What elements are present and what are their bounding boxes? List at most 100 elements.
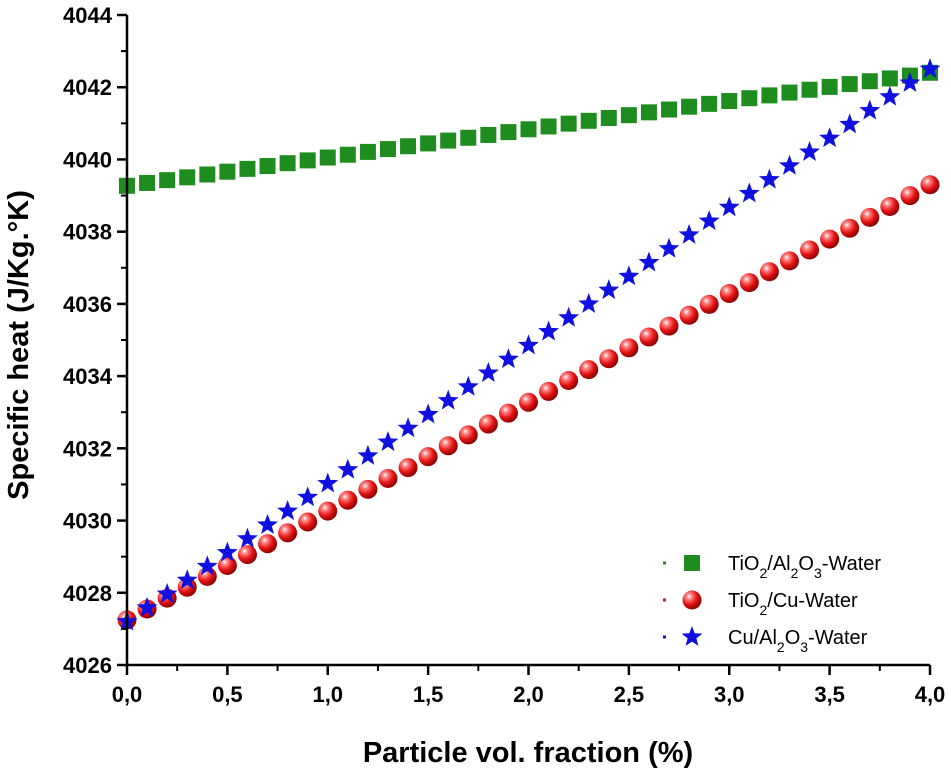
data-point — [738, 182, 760, 203]
data-point — [319, 149, 336, 166]
data-point — [397, 417, 419, 438]
y-tick-label: 4042 — [63, 75, 112, 100]
data-point — [477, 362, 499, 382]
legend-line-dot — [663, 635, 666, 639]
data-point — [779, 154, 800, 175]
data-point — [438, 436, 458, 456]
series-square — [119, 64, 938, 194]
data-point — [920, 175, 940, 195]
data-point — [400, 138, 417, 155]
data-point — [279, 155, 296, 172]
data-point — [558, 306, 580, 327]
data-point — [457, 375, 479, 396]
data-point — [338, 490, 358, 510]
legend-line-dot — [663, 598, 666, 602]
data-point — [759, 262, 779, 282]
series-sphere — [117, 175, 940, 630]
data-point — [820, 229, 840, 249]
data-point — [681, 98, 698, 115]
data-point — [540, 118, 557, 135]
series-star — [116, 58, 941, 631]
data-point — [358, 479, 378, 499]
data-point — [239, 160, 256, 177]
data-point — [337, 458, 359, 479]
x-tick-label: 3,0 — [714, 682, 745, 707]
data-point — [678, 223, 700, 244]
data-point — [781, 84, 798, 101]
data-point — [539, 381, 559, 401]
y-tick-label: 4026 — [63, 653, 112, 678]
axes: 0,0 0,5 1,0 1,5 2,0 2,5 3,0 3,5 4,0 4026 4028 4030 4… — [63, 3, 945, 707]
data-point — [659, 316, 679, 336]
data-point — [417, 403, 439, 424]
legend-marker-sphere — [682, 590, 702, 610]
data-point — [258, 534, 278, 554]
data-point — [719, 284, 739, 304]
data-point — [860, 207, 880, 227]
legend-item: TiO2/Cu-Water — [663, 590, 858, 618]
data-point — [701, 95, 718, 112]
data-point — [761, 87, 778, 104]
data-point — [299, 152, 316, 169]
data-point — [679, 305, 699, 325]
data-point — [699, 294, 719, 314]
data-point — [176, 569, 198, 590]
data-point — [819, 127, 841, 148]
data-point — [199, 166, 216, 183]
data-point — [196, 555, 218, 576]
legend-marker-square — [684, 555, 700, 571]
y-tick-label: 4030 — [63, 509, 112, 534]
x-tick-label: 2,0 — [513, 682, 544, 707]
legend-line-dot — [663, 561, 666, 565]
data-point — [899, 71, 921, 92]
x-tick-label: 2,5 — [614, 682, 645, 707]
data-point — [840, 218, 860, 238]
legend: TiO2/Al2O3-Water TiO2/Cu-Water Cu/Al2O3-Wa… — [663, 553, 881, 655]
data-point — [841, 76, 858, 93]
data-point — [420, 135, 437, 152]
data-point — [480, 126, 497, 143]
data-point — [339, 146, 356, 163]
data-point — [618, 265, 640, 286]
x-tick-label: 0,0 — [112, 682, 143, 707]
data-point — [217, 555, 237, 575]
legend-marker-star — [681, 626, 703, 646]
legend-label: TiO2/Al2O3-Water — [728, 553, 881, 581]
data-point — [739, 273, 759, 293]
data-point — [559, 371, 579, 391]
data-point — [801, 81, 818, 98]
data-point — [497, 348, 519, 369]
y-tick-label: 4036 — [63, 292, 112, 317]
data-point — [478, 414, 498, 434]
x-tick-label: 3,5 — [814, 682, 845, 707]
data-point — [861, 73, 878, 90]
data-point — [638, 251, 660, 272]
data-point — [437, 389, 459, 410]
data-point — [219, 163, 236, 180]
data-point — [640, 104, 657, 121]
data-point — [758, 168, 780, 189]
legend-item: TiO2/Al2O3-Water — [663, 553, 881, 581]
data-point — [799, 141, 821, 161]
data-point — [139, 174, 156, 191]
x-tick-label: 1,5 — [413, 682, 444, 707]
data-point — [658, 237, 680, 258]
data-point — [498, 403, 518, 423]
data-point — [278, 523, 298, 543]
data-point — [317, 472, 339, 493]
data-point — [357, 444, 379, 465]
data-point — [881, 70, 898, 87]
data-point — [900, 186, 920, 206]
data-point — [519, 392, 538, 412]
data-point — [620, 107, 637, 124]
data-point — [179, 169, 196, 186]
data-point — [520, 121, 537, 138]
data-point — [156, 583, 178, 603]
data-point — [619, 338, 639, 358]
x-axis-title: Particle vol. fraction (%) — [363, 737, 693, 769]
data-point — [458, 425, 478, 445]
data-point — [259, 158, 276, 175]
data-point — [718, 196, 740, 217]
data-point — [661, 101, 678, 118]
